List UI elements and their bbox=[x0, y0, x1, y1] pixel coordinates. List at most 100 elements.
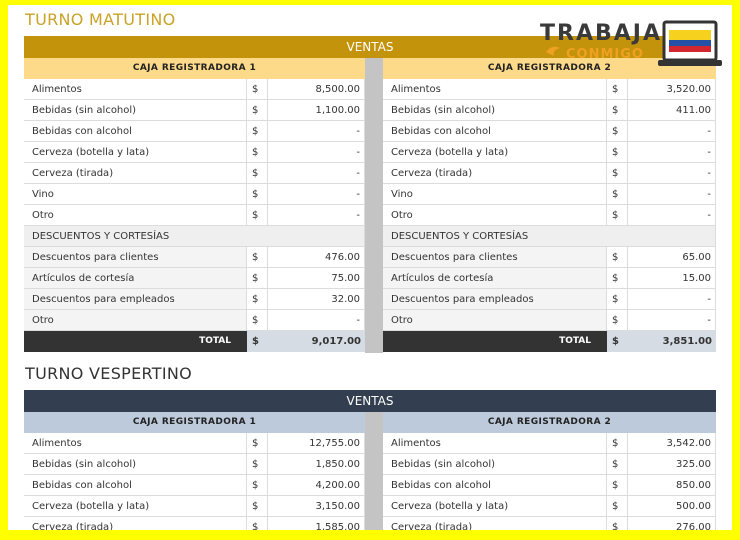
row-label: Bebidas con alcohol bbox=[24, 475, 247, 496]
row-label: Cerveza (tirada) bbox=[24, 163, 247, 184]
row-value: 500.00 bbox=[628, 496, 716, 517]
currency: $ bbox=[247, 475, 268, 496]
currency: $ bbox=[607, 475, 628, 496]
currency: $ bbox=[247, 121, 268, 142]
row-label: Artículos de cortesía bbox=[383, 268, 607, 289]
row-label: Bebidas (sin alcohol) bbox=[383, 100, 607, 121]
currency: $ bbox=[247, 247, 268, 268]
row-label: Cerveza (botella y lata) bbox=[24, 142, 247, 163]
total-currency: $ bbox=[247, 331, 268, 352]
currency: $ bbox=[607, 205, 628, 226]
row-value: 3,150.00 bbox=[268, 496, 365, 517]
currency: $ bbox=[247, 454, 268, 475]
total-value: 3,851.00 bbox=[628, 331, 716, 352]
total-label: TOTAL bbox=[24, 331, 247, 352]
row-value: 476.00 bbox=[268, 247, 365, 268]
section-row: DESCUENTOS Y CORTESÍAS bbox=[24, 226, 365, 247]
currency: $ bbox=[607, 433, 628, 454]
row-value: - bbox=[628, 121, 716, 142]
total-label: TOTAL bbox=[383, 331, 607, 352]
row-value: 15.00 bbox=[628, 268, 716, 289]
row-label: Otro bbox=[383, 310, 607, 331]
row-value: - bbox=[628, 289, 716, 310]
row-label: Descuentos para clientes bbox=[383, 247, 607, 268]
flag-red bbox=[669, 46, 711, 52]
currency: $ bbox=[607, 121, 628, 142]
row-value: 1,585.00 bbox=[268, 517, 365, 530]
column-gap bbox=[365, 412, 383, 530]
currency: $ bbox=[607, 454, 628, 475]
row-value: 276.00 bbox=[628, 517, 716, 530]
total-value: 9,017.00 bbox=[268, 331, 365, 352]
row-value: 12,755.00 bbox=[268, 433, 365, 454]
row-value: - bbox=[628, 184, 716, 205]
row-label: Otro bbox=[24, 205, 247, 226]
row-label: Bebidas con alcohol bbox=[383, 475, 607, 496]
row-value: - bbox=[268, 184, 365, 205]
row-value: - bbox=[628, 163, 716, 184]
row-label: Otro bbox=[383, 205, 607, 226]
row-value: - bbox=[628, 142, 716, 163]
row-value: - bbox=[628, 310, 716, 331]
currency: $ bbox=[247, 289, 268, 310]
currency: $ bbox=[607, 310, 628, 331]
flag-blue bbox=[669, 40, 711, 46]
watermark-art: TRABAJA CONMIGO bbox=[540, 20, 722, 66]
currency: $ bbox=[247, 517, 268, 530]
row-value: - bbox=[268, 310, 365, 331]
register-header: CAJA REGISTRADORA 2 bbox=[383, 58, 716, 79]
watermark-line1: TRABAJA bbox=[540, 21, 662, 46]
row-value: - bbox=[268, 205, 365, 226]
row-value: 65.00 bbox=[628, 247, 716, 268]
currency: $ bbox=[607, 496, 628, 517]
row-label: Cerveza (tirada) bbox=[383, 517, 607, 530]
currency: $ bbox=[247, 163, 268, 184]
row-value: - bbox=[268, 163, 365, 184]
currency: $ bbox=[247, 205, 268, 226]
ventas-header: VENTAS bbox=[24, 36, 716, 58]
row-label: Alimentos bbox=[383, 433, 607, 454]
currency: $ bbox=[247, 79, 268, 100]
row-label: Bebidas (sin alcohol) bbox=[24, 454, 247, 475]
currency: $ bbox=[247, 142, 268, 163]
row-value: 850.00 bbox=[628, 475, 716, 496]
laptop-base bbox=[658, 60, 722, 66]
row-label: Alimentos bbox=[24, 433, 247, 454]
currency: $ bbox=[247, 100, 268, 121]
watermark: TRABAJA CONMIGO bbox=[536, 16, 726, 76]
currency: $ bbox=[607, 100, 628, 121]
shift-title: TURNO MATUTINO bbox=[25, 10, 176, 29]
register-header: CAJA REGISTRADORA 1 bbox=[24, 58, 365, 79]
row-label: Cerveza (botella y lata) bbox=[383, 142, 607, 163]
row-value: - bbox=[268, 121, 365, 142]
row-label: Bebidas (sin alcohol) bbox=[24, 100, 247, 121]
currency: $ bbox=[607, 79, 628, 100]
total-currency: $ bbox=[607, 331, 628, 352]
row-label: Bebidas (sin alcohol) bbox=[383, 454, 607, 475]
row-label: Descuentos para empleados bbox=[24, 289, 247, 310]
currency: $ bbox=[247, 268, 268, 289]
row-value: 3,542.00 bbox=[628, 433, 716, 454]
currency: $ bbox=[247, 184, 268, 205]
row-label: Alimentos bbox=[383, 79, 607, 100]
currency: $ bbox=[247, 496, 268, 517]
section-row: DESCUENTOS Y CORTESÍAS bbox=[383, 226, 716, 247]
currency: $ bbox=[607, 247, 628, 268]
flag-yellow bbox=[669, 30, 711, 40]
currency: $ bbox=[607, 163, 628, 184]
currency: $ bbox=[607, 142, 628, 163]
row-label: Cerveza (tirada) bbox=[383, 163, 607, 184]
row-label: Vino bbox=[24, 184, 247, 205]
row-value: - bbox=[628, 205, 716, 226]
ventas-header: VENTAS bbox=[24, 390, 716, 412]
row-label: Bebidas con alcohol bbox=[383, 121, 607, 142]
row-value: 1,100.00 bbox=[268, 100, 365, 121]
row-label: Descuentos para clientes bbox=[24, 247, 247, 268]
row-value: 8,500.00 bbox=[268, 79, 365, 100]
row-value: 1,850.00 bbox=[268, 454, 365, 475]
row-value: 4,200.00 bbox=[268, 475, 365, 496]
row-value: 3,520.00 bbox=[628, 79, 716, 100]
shift-title: TURNO VESPERTINO bbox=[25, 364, 193, 383]
